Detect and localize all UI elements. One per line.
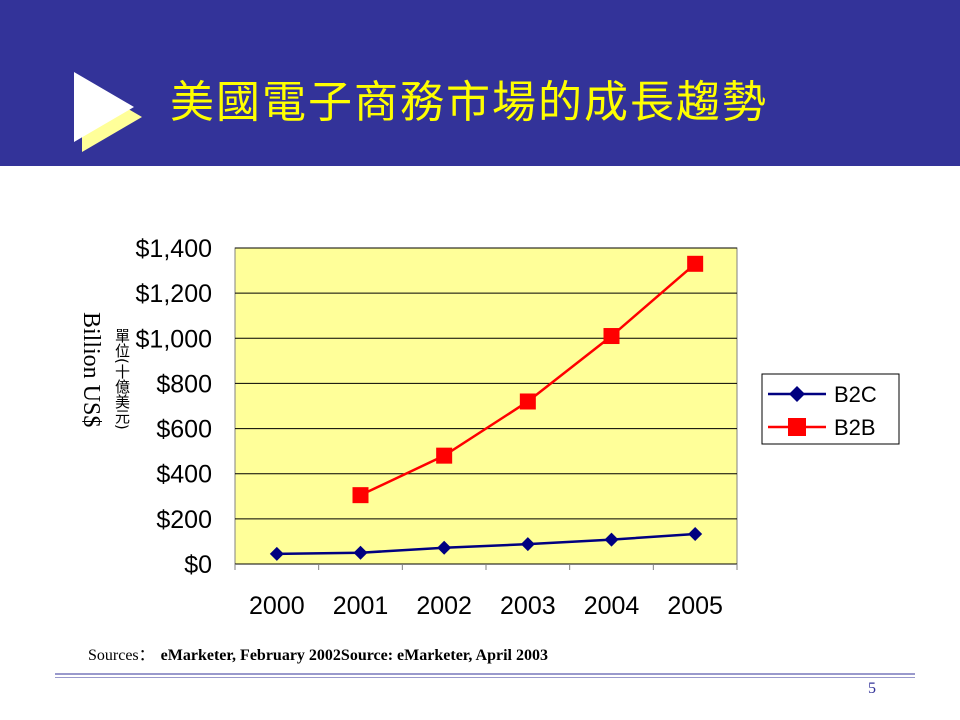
title-banner [0,0,960,166]
plot-area [234,247,738,565]
legend-b2b-marker [788,418,806,436]
y-tick-label: $1,400 [136,235,212,263]
slide-title: 美國電子商務市場的成長趨勢 [170,77,768,128]
y-axis-label-group: Billion US$ 單位(十億美元) [20,300,131,520]
y-tick-label: $1,200 [136,280,212,308]
b2c-line [276,532,696,556]
b2b-point [352,487,369,504]
y-axis-label: Billion US$ [78,312,104,428]
legend-b2b-label: B2B [834,415,876,440]
banner-background [0,0,960,166]
b2c-point [353,545,368,560]
b2c-point [604,532,619,547]
ecommerce-growth-chart: $0 $200 $400 $600 $800 $1,000 $1,200 $1,400 2000… [136,235,900,620]
legend-box [761,373,900,445]
y-tick-label: $400 [156,461,212,489]
x-tick-label: 2000 [249,592,305,620]
b2b-point [436,447,453,464]
b2c-point [437,540,452,555]
sources-note: Sources： eMarketer, February 2002Source: … [88,641,548,665]
y-axis-unit-label: 單位(十億美元) [113,328,131,430]
legend-b2c-label: B2C [834,382,877,407]
x-tick-label: 2001 [333,592,389,620]
b2c-point [688,526,703,541]
y-tick-label: $800 [156,370,212,398]
sources-label: Sources： [88,647,155,664]
x-tick-label: 2003 [500,592,556,620]
b2b-point [687,255,704,272]
b2c-point [520,537,535,552]
x-tick-label: 2005 [667,592,723,620]
x-tick-label: 2002 [416,592,472,620]
y-tick-label: $600 [156,416,212,444]
b2c-point [269,546,284,561]
x-tick-label: 2004 [584,592,640,620]
y-tick-label: $200 [156,506,212,534]
b2b-point [603,328,620,345]
sources-text: eMarketer, February 2002Source: eMarkete… [160,647,548,664]
legend-b2c-marker [789,386,805,402]
footer-divider-thin [55,677,915,678]
footer-divider [55,673,915,675]
play-arrow-icon [74,72,134,142]
page-number: 5 [868,680,876,697]
b2b-point [519,393,536,410]
y-tick-label: $0 [184,551,212,579]
y-tick-label: $1,000 [136,325,212,353]
